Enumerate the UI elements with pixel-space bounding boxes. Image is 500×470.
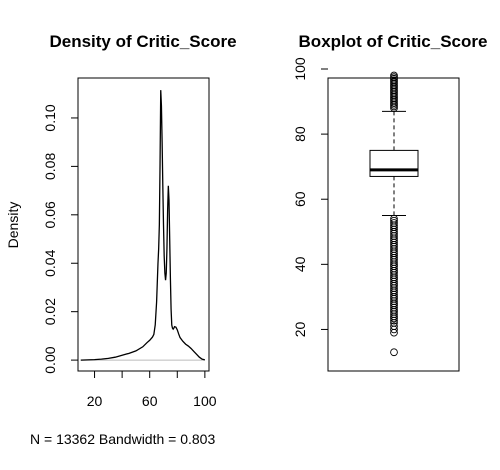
density-x-axis-label: N = 13362 Bandwidth = 0.803 (30, 431, 215, 447)
density-y-axis: 0.00 0.02 0.04 0.06 0.08 0.10 (42, 104, 78, 374)
boxplot-outlier (390, 219, 398, 227)
density-curve (80, 90, 206, 361)
boxplot-title: Boxplot of Critic_Score (299, 32, 488, 51)
density-y-tick-label: 0.10 (42, 104, 58, 131)
density-y-tick-label: 0.00 (42, 346, 58, 373)
density-plot-frame (77, 77, 210, 372)
density-x-tick-label: 100 (193, 393, 217, 409)
boxplot-y-axis: 20 40 60 80 100 (292, 57, 328, 337)
density-y-tick-label: 0.04 (42, 249, 58, 276)
density-x-axis: 20 60 100 (87, 371, 217, 409)
boxplot-outlier (390, 214, 398, 223)
boxplot-outlier (390, 322, 398, 331)
boxplot-outlier (390, 71, 398, 80)
boxplot-outlier (390, 216, 398, 225)
boxplot-y-tick-label: 40 (292, 256, 308, 272)
density-y-tick-label: 0.08 (42, 153, 58, 180)
density-x-tick-label: 20 (87, 393, 103, 409)
boxplot-panel: Boxplot of Critic_Score 20 40 60 80 100 (292, 32, 488, 372)
boxplot-box (369, 149, 419, 177)
density-title: Density of Critic_Score (49, 32, 236, 51)
boxplot-outlier (390, 348, 398, 357)
boxplot-y-tick-label: 20 (292, 321, 308, 337)
density-y-tick-label: 0.06 (42, 201, 58, 228)
density-panel: Density of Critic_Score Density 20 60 100 … (5, 32, 237, 447)
boxplot-y-tick-label: 100 (292, 57, 308, 81)
density-y-axis-label: Density (5, 202, 21, 249)
density-y-tick-label: 0.02 (42, 298, 58, 325)
boxplot-marks (369, 71, 419, 357)
boxplot-y-tick-label: 80 (292, 126, 308, 142)
density-x-tick-label: 60 (142, 393, 158, 409)
boxplot-plot-frame (327, 77, 460, 372)
density-marks (80, 90, 206, 361)
boxplot-y-tick-label: 60 (292, 191, 308, 207)
